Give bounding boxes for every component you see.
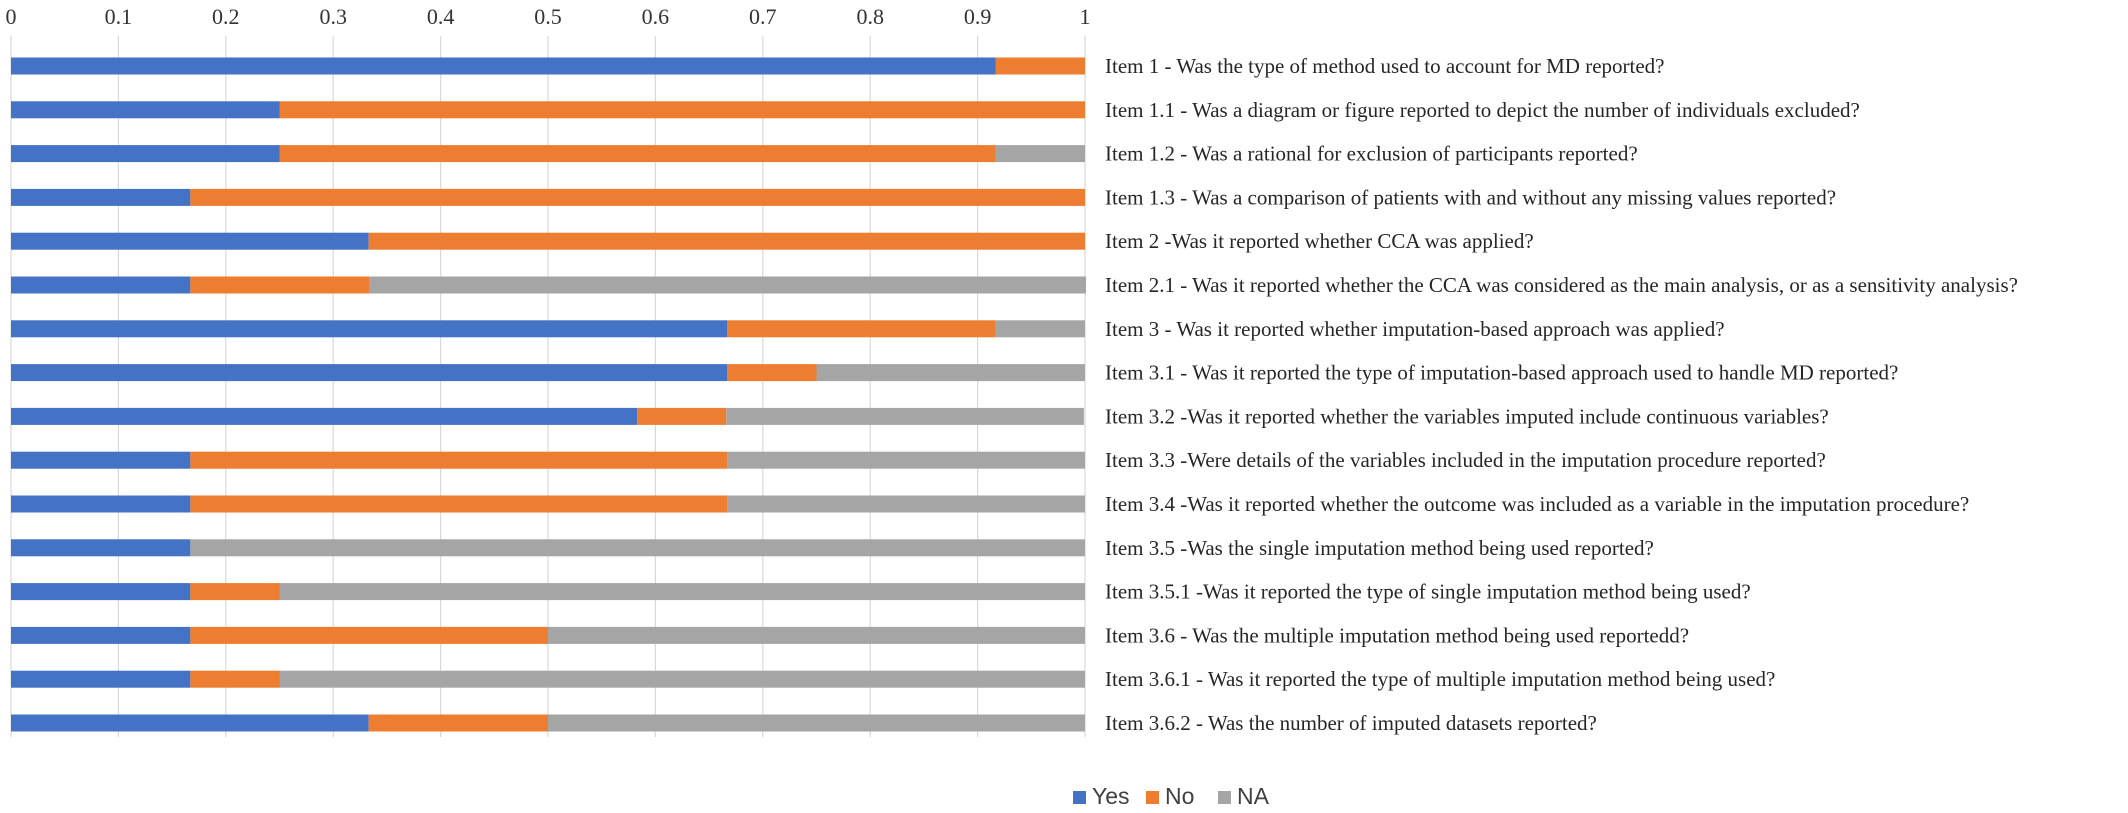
category-label: Item 1.3 - Was a comparison of patients …: [1105, 185, 1836, 209]
category-label: Item 3.2 -Was it reported whether the va…: [1105, 404, 1829, 428]
category-label: Item 1.2 - Was a rational for exclusion …: [1105, 142, 1638, 166]
legend-swatch-na: [1218, 791, 1231, 804]
bar-segment-no: [190, 626, 548, 644]
bar-segment-na: [548, 714, 1085, 732]
x-tick-label: 0.6: [642, 4, 670, 29]
bar-segment-na: [726, 407, 1084, 425]
bar-segment-yes: [11, 276, 191, 294]
bar-segment-na: [727, 495, 1085, 513]
bar-segment-yes: [11, 670, 191, 688]
category-label: Item 3.3 -Were details of the variables …: [1105, 448, 1826, 472]
bar-segment-yes: [11, 232, 369, 250]
bar-segment-yes: [11, 145, 280, 163]
bar-segment-no: [368, 714, 548, 732]
x-tick-label: 1: [1080, 4, 1091, 29]
x-tick-label: 0.7: [749, 4, 777, 29]
bar-segment-no: [727, 364, 817, 382]
bar-segment-yes: [11, 364, 728, 382]
bar-segment-na: [548, 626, 1085, 644]
bar-segment-yes: [11, 539, 191, 557]
bar-segment-yes: [11, 320, 728, 338]
bar-segment-no: [727, 320, 996, 338]
category-label: Item 1.1 - Was a diagram or figure repor…: [1105, 98, 1860, 122]
bar-segment-no: [190, 451, 728, 469]
bar-segment-yes: [11, 407, 638, 425]
x-axis-ticks: 0 0.1 0.2 0.3 0.4 0.5 0.6 0.7 0.8 0.9 1: [6, 4, 1091, 29]
bar-segment-no: [190, 276, 370, 294]
category-label: Item 3.5 -Was the single imputation meth…: [1105, 536, 1654, 560]
bar-segment-yes: [11, 101, 280, 119]
x-tick-label: 0.9: [964, 4, 992, 29]
x-tick-label: 0: [6, 4, 17, 29]
bar-segment-no: [279, 145, 996, 163]
bar-segment-no: [190, 583, 280, 601]
category-label: Item 3.6.2 - Was the number of imputed d…: [1105, 711, 1597, 735]
x-tick-label: 0.5: [534, 4, 562, 29]
bar-segment-yes: [11, 451, 191, 469]
bar-segment-no: [368, 232, 1086, 250]
legend: Yes No NA: [1073, 783, 1270, 809]
x-tick-label: 0.3: [319, 4, 347, 29]
legend-label-no: No: [1165, 783, 1194, 809]
bar-segment-na: [279, 670, 1085, 688]
bar-segment-yes: [11, 57, 996, 75]
category-label: Item 3.6.1 - Was it reported the type of…: [1105, 667, 1775, 691]
bar-segment-na: [369, 276, 1087, 294]
bar-segment-no: [190, 495, 728, 513]
bar-segment-no: [190, 188, 1085, 206]
bar-segment-yes: [11, 583, 191, 601]
category-label: Item 3 - Was it reported whether imputat…: [1105, 317, 1725, 341]
legend-label-yes: Yes: [1092, 783, 1130, 809]
category-label: Item 3.6 - Was the multiple imputation m…: [1105, 623, 1689, 647]
category-label: Item 2 -Was it reported whether CCA was …: [1105, 229, 1534, 253]
category-label: Item 1 - Was the type of method used to …: [1105, 54, 1665, 78]
bars: [11, 57, 1087, 732]
legend-swatch-no: [1146, 791, 1159, 804]
bar-segment-na: [727, 451, 1085, 469]
bar-segment-yes: [11, 714, 369, 732]
bar-segment-na: [190, 539, 1085, 557]
bar-segment-na: [816, 364, 1085, 382]
bar-segment-na: [995, 145, 1085, 163]
bar-segment-yes: [11, 495, 191, 513]
x-tick-label: 0.2: [212, 4, 240, 29]
category-label: Item 3.4 -Was it reported whether the ou…: [1105, 492, 1969, 516]
category-labels: Item 1 - Was the type of method used to …: [1105, 54, 2018, 735]
legend-label-na: NA: [1237, 783, 1270, 809]
bar-segment-na: [995, 320, 1085, 338]
bar-segment-no: [190, 670, 280, 688]
category-label: Item 2.1 - Was it reported whether the C…: [1105, 273, 2018, 297]
x-tick-label: 0.8: [856, 4, 884, 29]
bar-segment-no: [637, 407, 727, 425]
category-label: Item 3.1 - Was it reported the type of i…: [1105, 361, 1898, 385]
bar-segment-no: [279, 101, 1085, 119]
bar-segment-na: [279, 583, 1085, 601]
category-label: Item 3.5.1 -Was it reported the type of …: [1105, 580, 1751, 604]
legend-swatch-yes: [1073, 791, 1086, 804]
bar-segment-yes: [11, 626, 191, 644]
bar-segment-yes: [11, 188, 191, 206]
bar-segment-no: [995, 57, 1085, 75]
x-tick-label: 0.4: [427, 4, 455, 29]
x-tick-label: 0.1: [105, 4, 133, 29]
